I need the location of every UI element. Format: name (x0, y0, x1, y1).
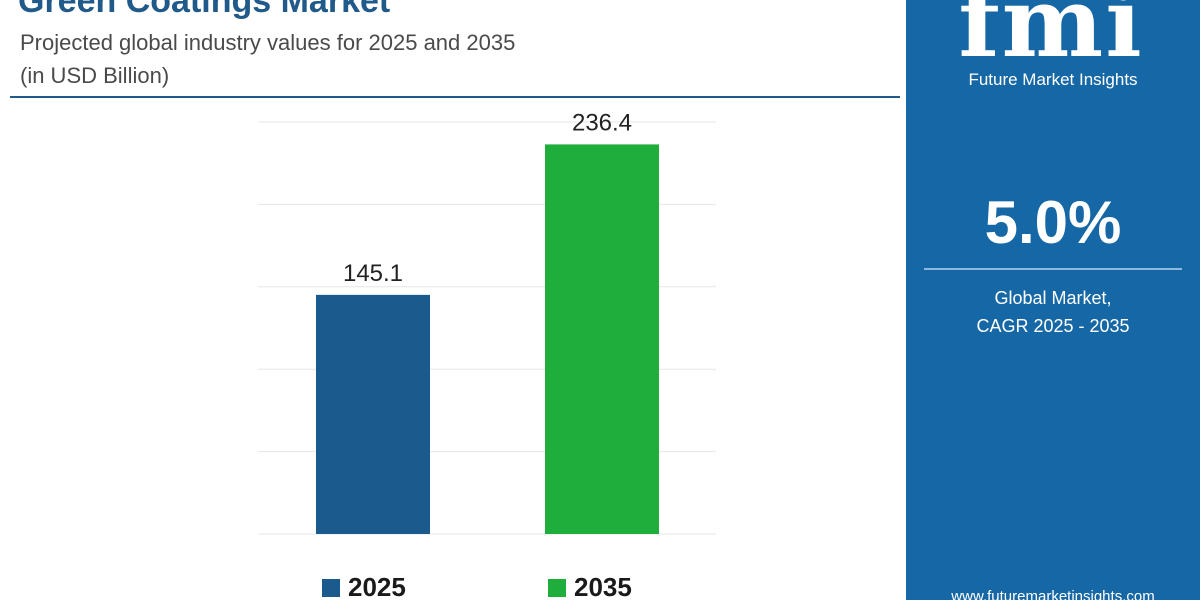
legend-item-2035: 2035 (548, 572, 632, 603)
chart-subtitle: Projected global industry values for 202… (20, 30, 516, 55)
cagr-label-line1: Global Market, (994, 288, 1112, 308)
legend-item-2025: 2025 (322, 572, 406, 603)
data-label-2025: 145.1 (343, 260, 403, 287)
bar-2035 (545, 144, 659, 535)
cagr-value: 5.0% (984, 189, 1122, 256)
legend-swatch-2035 (548, 578, 566, 597)
fmi-logo: fmi (958, 0, 1144, 79)
chart-title: Green Coatings Market (18, 0, 391, 20)
legend-label-2035: 2035 (574, 572, 632, 602)
logo-company-name: Future Market Insights (968, 70, 1138, 89)
side-panel: fmi Future Market Insights 5.0% Global M… (906, 0, 1200, 605)
chart-unit-label: (in USD Billion) (20, 63, 170, 88)
cagr-label-line2: CAGR 2025 - 2035 (976, 316, 1130, 336)
data-label-2035: 236.4 (572, 109, 632, 136)
bar-2025 (316, 294, 430, 534)
header-divider (10, 96, 900, 98)
bar-chart: 145.1 236.4 (258, 109, 716, 535)
website-link[interactable]: www.futuremarketinsights.com (951, 588, 1155, 605)
panel-divider (924, 268, 1182, 270)
legend-swatch-2025 (322, 578, 340, 597)
legend-label-2025: 2025 (348, 572, 406, 602)
